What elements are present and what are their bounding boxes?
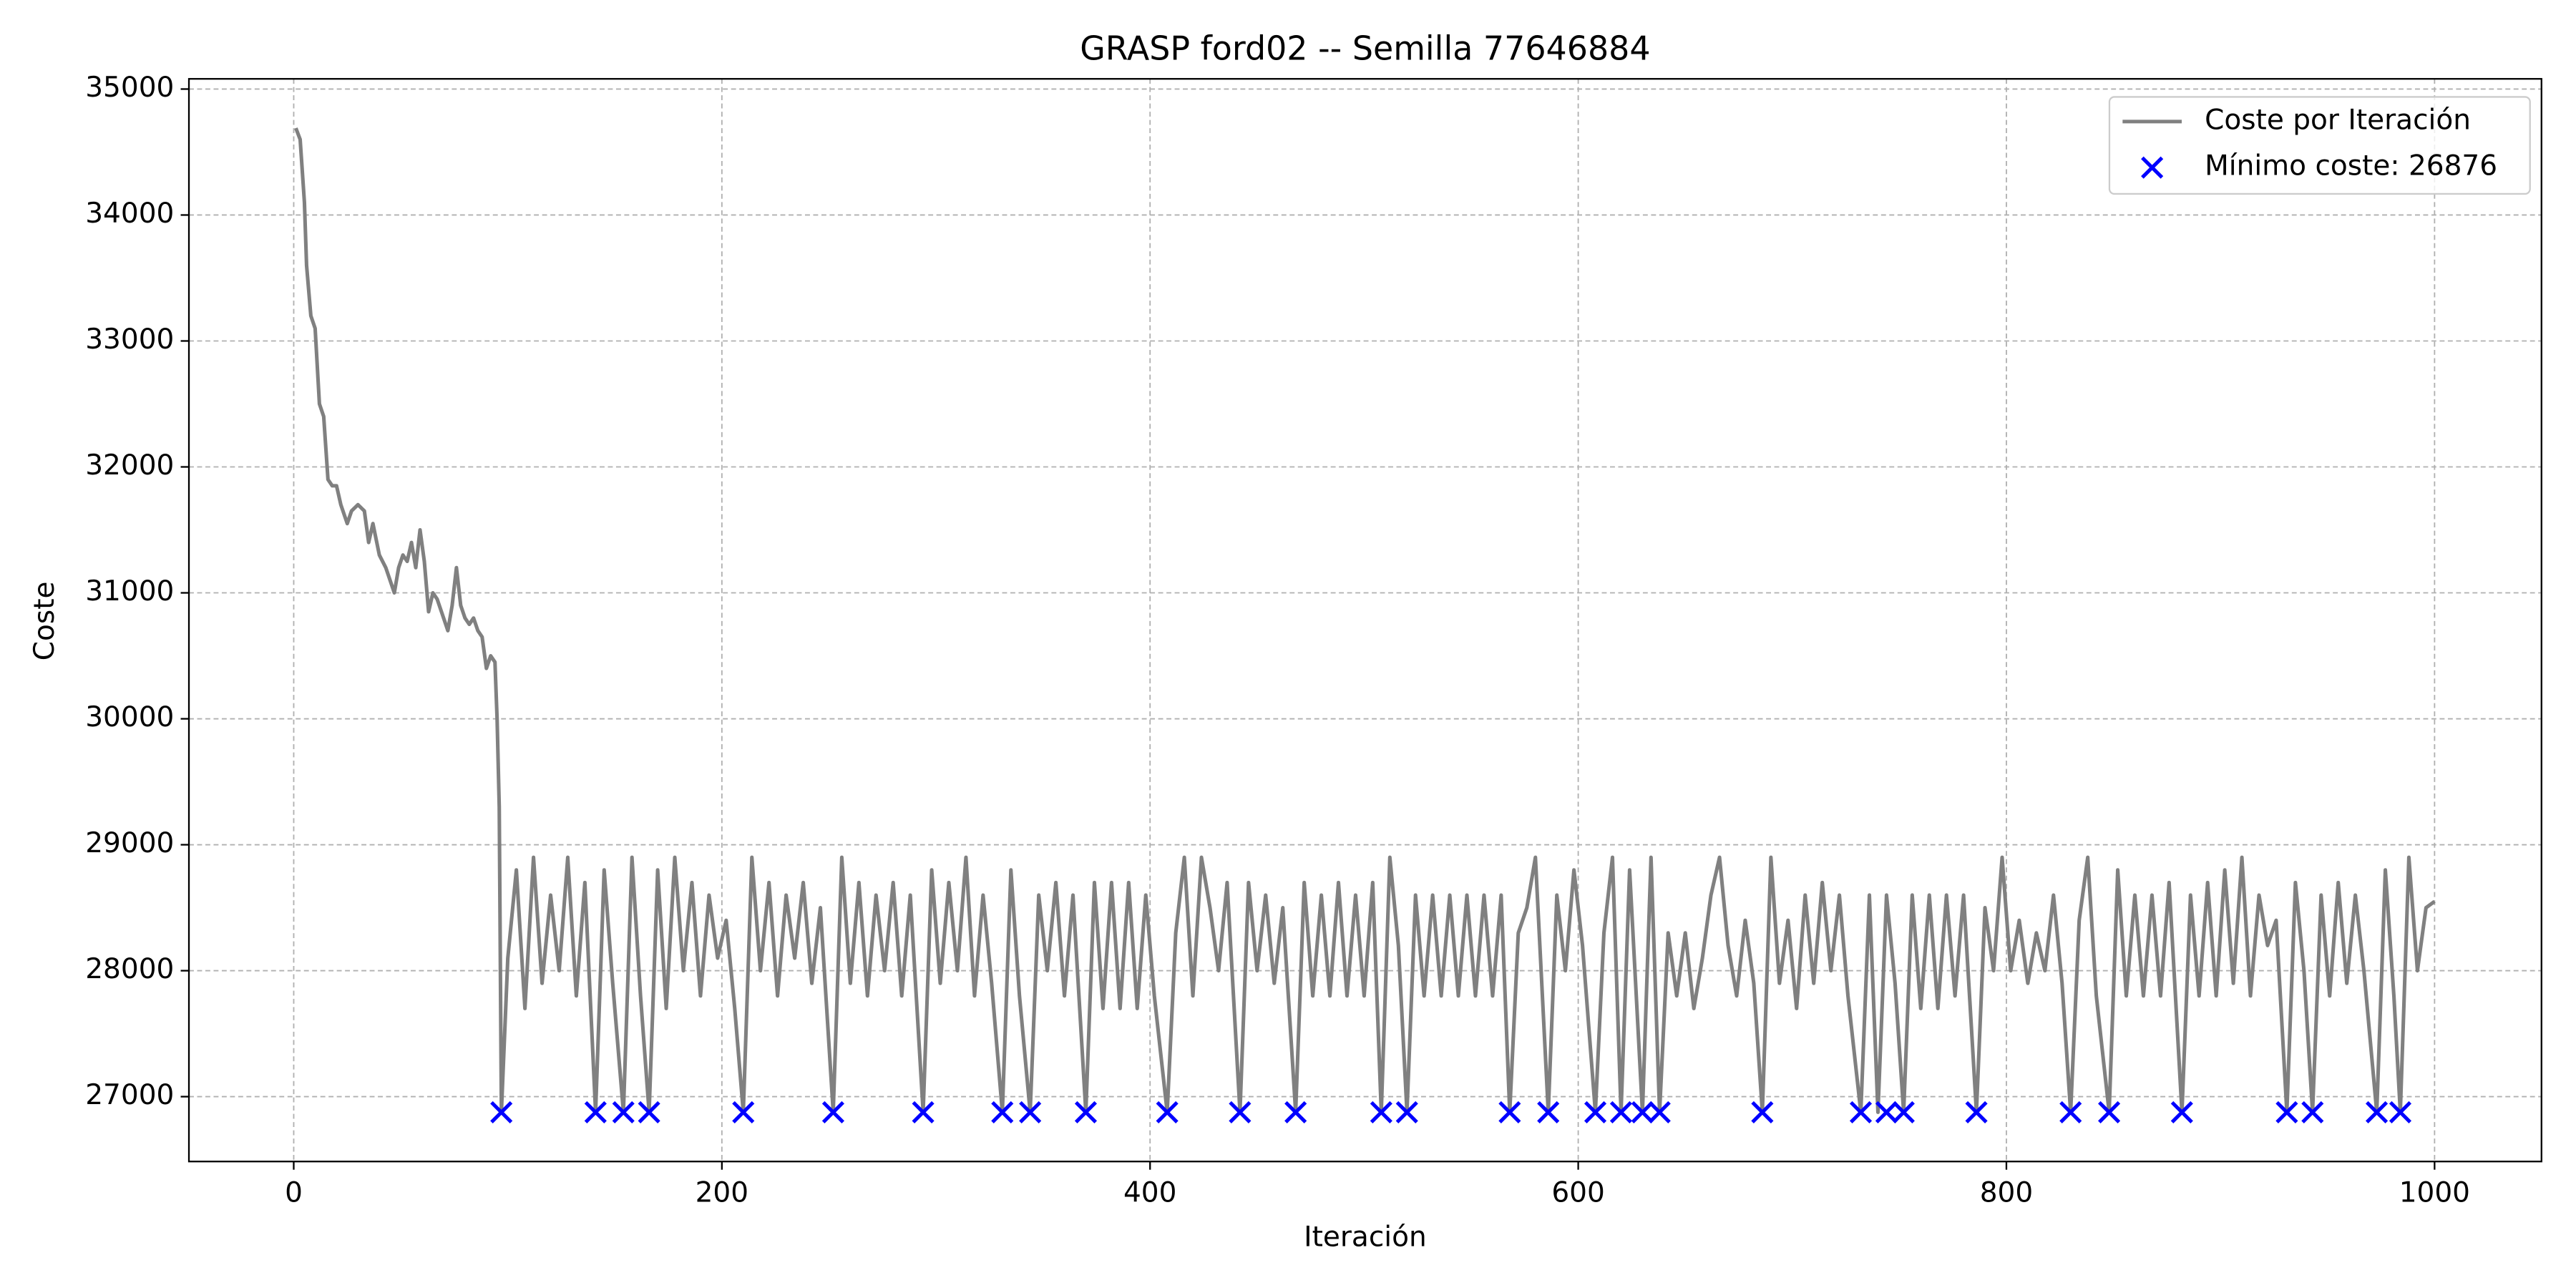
data-line [294,127,2436,1114]
min-marker [991,1101,1014,1123]
legend-box [2108,96,2531,195]
min-marker [1609,1101,1632,1123]
min-marker [612,1101,635,1123]
x-axis-label: Iteración [1304,1221,1427,1254]
x-tick-label: 800 [1980,1177,2033,1209]
y-tick-label: 28000 [85,953,174,985]
min-marker [490,1101,513,1123]
chart-title: GRASP ford02 -- Semilla 77646884 [1080,29,1650,68]
min-marker [1751,1101,1774,1123]
min-marker [584,1101,607,1123]
min-marker [1229,1101,1252,1123]
x-tick-label: 1000 [2399,1177,2470,1209]
min-marker [732,1101,755,1123]
min-marker [2059,1101,2082,1123]
min-marker [1875,1101,1898,1123]
x-tick-label: 400 [1123,1177,1176,1209]
legend-label: Coste por Iteración [2205,104,2471,136]
min-marker [2389,1101,2412,1123]
min-marker [1965,1101,1988,1123]
min-marker [1631,1101,1654,1123]
min-marker [1892,1101,1915,1123]
min-marker [2365,1101,2389,1123]
min-marker [1498,1101,1521,1123]
y-tick-label: 29000 [85,827,174,859]
min-marker [1849,1101,1873,1123]
min-marker [2275,1101,2298,1123]
min-marker [1019,1101,1042,1123]
legend-swatch [2141,156,2164,179]
min-marker [1584,1101,1607,1123]
min-marker [821,1101,844,1123]
y-axis-label: Coste [29,581,61,660]
y-tick-label: 32000 [85,449,174,482]
min-marker [1648,1101,1671,1123]
min-marker [912,1101,935,1123]
min-marker [2170,1101,2193,1123]
min-marker [1395,1101,1418,1123]
min-marker [1074,1101,1098,1123]
legend: Coste por Iteración Mínimo coste: 26876 [2108,96,2531,195]
y-tick-label: 27000 [85,1079,174,1111]
min-marker [2098,1101,2121,1123]
x-tick-label: 200 [696,1177,748,1209]
y-tick-label: 35000 [85,72,174,104]
plot-frame [187,78,2542,1163]
y-tick-label: 31000 [85,575,174,608]
min-marker [2301,1101,2324,1123]
y-tick-label: 34000 [85,197,174,230]
min-marker [1284,1101,1307,1123]
x-tick-label: 600 [1551,1177,1604,1209]
legend-label: Mínimo coste: 26876 [2205,150,2497,182]
min-marker [1156,1101,1179,1123]
min-marker [1370,1101,1392,1123]
x-tick-label: 0 [285,1177,303,1209]
y-tick-label: 33000 [85,323,174,356]
min-marker [1537,1101,1560,1123]
y-tick-label: 30000 [85,701,174,733]
min-marker [638,1101,660,1123]
